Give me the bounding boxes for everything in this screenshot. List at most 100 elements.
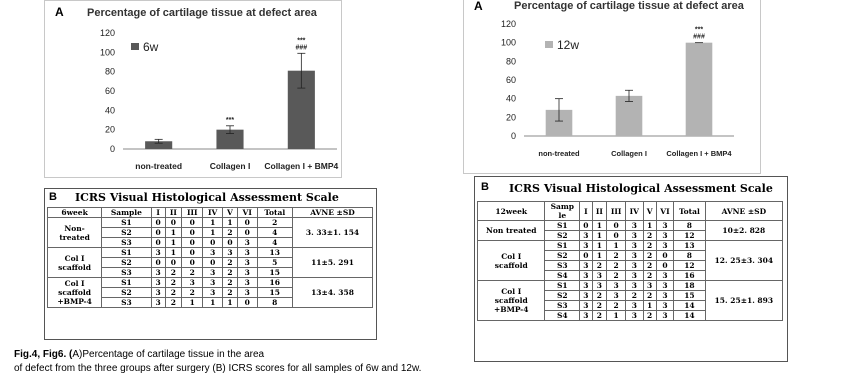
- group-name-cell: Col I scaffold +BMP-4: [46, 277, 103, 308]
- x-tick-label: Collagen I + BMP4: [666, 149, 732, 158]
- table-cell: S3: [544, 300, 581, 311]
- table-cell: S1: [544, 280, 581, 291]
- table-cell: 0: [202, 257, 224, 268]
- table-cell: 2: [606, 300, 627, 311]
- significance-label: ***: [695, 27, 703, 34]
- table-cell: 0: [236, 227, 258, 238]
- table-cell: 2: [606, 270, 627, 281]
- table-header-cell: Samp le: [544, 201, 581, 221]
- table-cell: 2: [606, 260, 627, 271]
- chart-12w-svg: 0 20 40 60 80 100 120 non-treated Collagen I ***#…: [501, 19, 734, 158]
- table-cell: 3: [202, 287, 224, 298]
- table-cell: 0: [202, 237, 224, 248]
- table-cell: 3: [625, 310, 644, 321]
- table-cell: S1: [101, 247, 152, 258]
- table-cell: 3: [236, 277, 258, 288]
- table-cell: 0: [181, 237, 204, 248]
- table-row: S4 3 3 2 3 2 3 16: [478, 270, 783, 281]
- table-cell: 2: [642, 310, 657, 321]
- y-tick-label: 0: [511, 131, 516, 141]
- table-header-cell: II: [591, 201, 608, 221]
- table-cell: 1: [202, 227, 224, 238]
- caption-bold: Fig.4, Fig6. (: [14, 349, 73, 360]
- y-tick-label: 40: [506, 94, 516, 104]
- legend-swatch: [545, 41, 553, 48]
- icrs-table-12w: 12week Samp le I II III IV V VI Total AVNE ±SD Non…: [476, 201, 784, 321]
- table-cell: 14: [673, 300, 706, 311]
- table-cell: 3: [591, 270, 608, 281]
- table-cell: 3: [655, 220, 675, 231]
- table-header-cell: Sample: [101, 207, 152, 218]
- table-cell: 3: [236, 237, 258, 248]
- y-tick-label: 120: [501, 19, 516, 29]
- table-cell: 4: [256, 227, 294, 238]
- panel-letter-a-12w: A: [474, 0, 483, 13]
- group-name-cell: Col I scaffold: [476, 240, 546, 281]
- significance-label: ***: [226, 117, 234, 124]
- table-cell: S3: [101, 297, 152, 308]
- chart-6w-title: Percentage of cartilage tissue at defect…: [87, 7, 317, 19]
- table-cell: 1: [181, 297, 204, 308]
- table-cell: 2: [625, 290, 644, 301]
- table-cell: 16: [673, 270, 706, 281]
- table-header-cell: Total: [673, 201, 706, 221]
- table-cell: 2: [222, 227, 238, 238]
- table-cell: 3: [579, 300, 593, 311]
- x-tick-label: Collagen I: [210, 161, 251, 171]
- bar: [145, 141, 173, 149]
- table-cell: 3: [625, 220, 644, 231]
- table-cell: 15: [673, 290, 706, 301]
- table-cell: 3: [579, 280, 593, 291]
- group-name-cell: Non treated: [476, 220, 546, 241]
- bar: [216, 129, 244, 149]
- table-cell: 1: [642, 220, 657, 231]
- table-cell: 2: [256, 217, 294, 228]
- table-row: S3 3 2 2 3 2 3 15: [48, 267, 373, 278]
- table-cell: 3: [236, 257, 258, 268]
- table-cell: 3: [655, 230, 675, 241]
- y-tick-label: 60: [105, 86, 115, 96]
- significance-label: ###: [295, 44, 307, 51]
- table-cell: 0: [655, 250, 675, 261]
- table-cell: 0: [150, 257, 166, 268]
- table-cell: 2: [181, 267, 204, 278]
- table-cell: 1: [164, 237, 183, 248]
- table-cell: 3: [655, 290, 675, 301]
- table-cell: 3: [655, 240, 675, 251]
- figure-caption-line1: Fig.4, Fig6. (A)Percentage of cartilage …: [14, 349, 264, 360]
- table-header-cell: 6week: [46, 207, 103, 218]
- y-tick-label: 120: [100, 28, 115, 38]
- y-tick-label: 80: [506, 56, 516, 66]
- table-cell: 1: [222, 217, 238, 228]
- table-cell: 3: [181, 277, 204, 288]
- table-cell: 2: [642, 240, 657, 251]
- table-cell: S1: [544, 220, 581, 231]
- table-cell: 5: [256, 257, 294, 268]
- avg-sd-cell: 12. 25±3. 304: [704, 240, 784, 281]
- table-cell: S1: [101, 217, 152, 228]
- table-cell: 4: [256, 237, 294, 248]
- table-cell: 3: [236, 287, 258, 298]
- table-cell: 0: [236, 297, 258, 308]
- table-cell: 2: [164, 277, 183, 288]
- table-cell: 8: [673, 220, 706, 231]
- icrs-table-6w-box: B ICRS Visual Histological Assessment Sc…: [44, 188, 377, 340]
- table-cell: 3: [202, 267, 224, 278]
- legend-swatch: [131, 43, 139, 50]
- avg-sd-cell: 13±4. 358: [292, 277, 373, 308]
- table-cell: 1: [606, 310, 627, 321]
- table-cell: 1: [202, 217, 224, 228]
- table-cell: 0: [150, 227, 166, 238]
- table-cell: 2: [642, 260, 657, 271]
- table-cell: 14: [673, 310, 706, 321]
- table-header-cell: V: [642, 201, 657, 221]
- y-tick-label: 100: [501, 38, 516, 48]
- table-cell: 0: [181, 257, 204, 268]
- table-cell: 13: [673, 240, 706, 251]
- table-cell: 8: [673, 250, 706, 261]
- table-header-cell: I: [150, 207, 166, 218]
- table-cell: 3: [625, 230, 644, 241]
- avg-sd-cell: 11±5. 291: [292, 247, 373, 278]
- table-header-cell: II: [164, 207, 183, 218]
- table-cell: 12: [673, 230, 706, 241]
